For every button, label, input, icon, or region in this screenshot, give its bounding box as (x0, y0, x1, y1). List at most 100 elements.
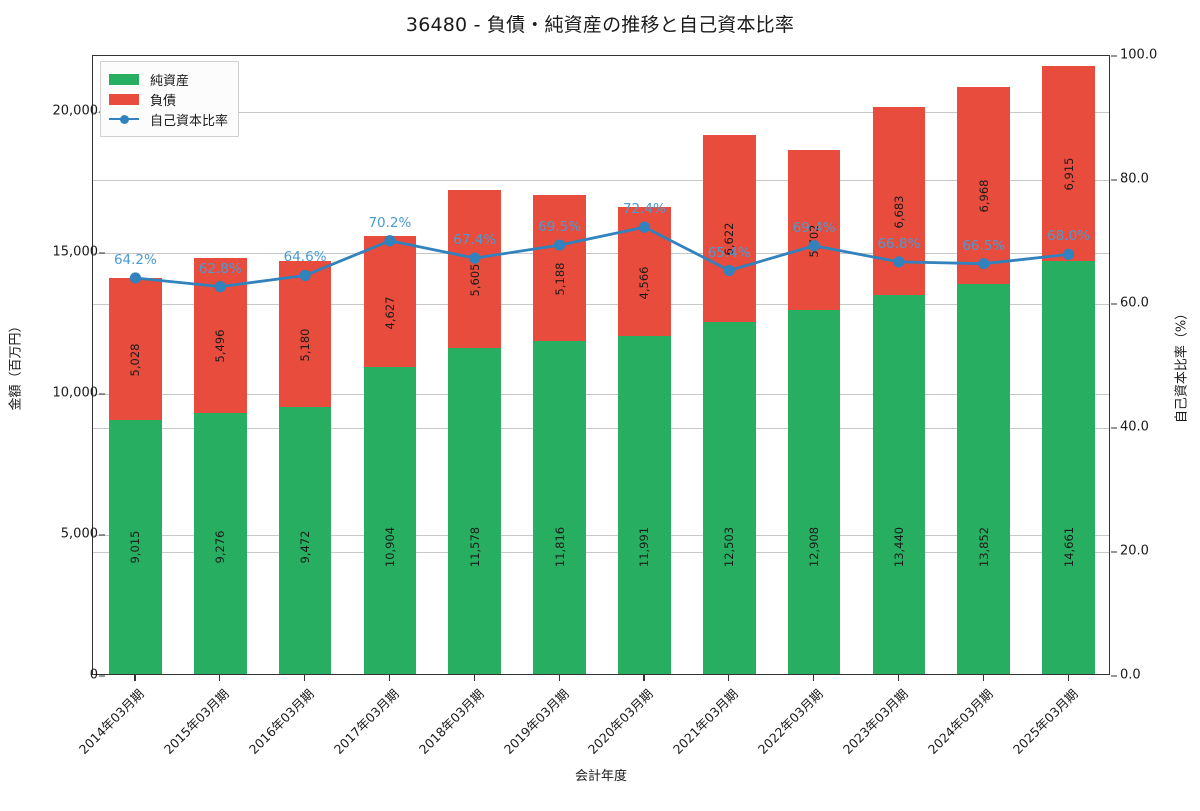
equity-ratio-marker[interactable] (553, 239, 566, 251)
plot-area: 9,015 5,028 9,276 5,496 9,472 5,180 10,904 4,62… (92, 55, 1110, 675)
equity-ratio-line (129, 221, 1075, 293)
bar-segment-equity[interactable] (533, 341, 586, 674)
bar-segment-equity[interactable] (618, 336, 671, 674)
gridline (93, 394, 1109, 396)
gridline-secondary (93, 428, 1109, 429)
bar-group[interactable]: 10,904 4,627 (363, 54, 417, 674)
gridline (93, 253, 1109, 255)
equity-ratio-marker[interactable] (469, 252, 481, 264)
bar-segment-debt[interactable] (278, 261, 332, 408)
chart-title: 36480 - 負債・純資産の推移と自己資本比率 (405, 14, 795, 36)
y-axis-tick-left: 20,000 (53, 104, 105, 119)
equity-ratio-marker[interactable] (723, 264, 735, 277)
legend-label: 負債 (150, 93, 177, 109)
bar-segment-equity[interactable] (1042, 260, 1095, 674)
bars-layer: 9,015 5,028 9,276 5,496 9,472 5,180 10,904 4,62… (93, 56, 1109, 674)
bar-group[interactable]: 12,9085,702 (787, 54, 841, 674)
equity-ratio-marker[interactable] (384, 235, 396, 247)
bar-segment-debt[interactable] (533, 194, 586, 342)
gridline-secondary (93, 552, 1109, 553)
bar-segment-equity[interactable] (363, 366, 417, 674)
y-axis-tick-right: 40.0 (1111, 420, 1149, 435)
tick-mark (99, 393, 105, 395)
equity-ratio-marker[interactable] (129, 272, 142, 284)
bar-segment-debt[interactable] (702, 135, 756, 322)
equity-ratio-value-label: 69.5% (538, 219, 582, 236)
bar-segment-equity[interactable] (787, 310, 841, 674)
tick-mark (1111, 551, 1117, 553)
bar-segment-debt[interactable] (109, 278, 162, 420)
bar-segment-equity[interactable] (702, 321, 756, 674)
bar-group[interactable]: 13,852 6,968 (957, 54, 1011, 674)
y-axis-tick-right: 80.0 (1111, 172, 1149, 187)
bar-segment-debt[interactable] (448, 189, 502, 348)
equity-ratio-value-label: 69.4% (792, 219, 836, 236)
x-axis-tick-mark (134, 675, 136, 681)
y-axis-tick-right: 0.0 (1111, 668, 1141, 683)
bar-group[interactable]: 12,503 6,622 (702, 54, 756, 674)
bar-segment-equity[interactable] (448, 347, 502, 674)
equity-ratio-value-label: 66.5% (962, 237, 1006, 254)
tick-mark (1111, 303, 1117, 305)
y-axis-tick-left: 15,000 (53, 245, 105, 260)
equity-ratio-marker[interactable] (638, 221, 651, 233)
equity-ratio-value-label: 65.4% (707, 244, 751, 261)
x-axis-label: 会計年度 (574, 769, 628, 784)
bar-segment-equity[interactable] (109, 419, 162, 674)
percent-labels-layer: 64.2% 62.8% 64.6% 70.2% 67.4% 69.5% 72.4% 65.4%… (93, 56, 1109, 674)
bar-segment-debt[interactable] (957, 87, 1011, 284)
equity-ratio-value-label: 68.0% (1047, 228, 1091, 245)
legend-label: 自己資本比率 (150, 113, 229, 129)
equity-ratio-value-label: 67.4% (453, 232, 497, 249)
x-axis-tick-mark (304, 675, 306, 681)
tick-mark (1111, 427, 1117, 429)
tick-mark (99, 675, 105, 677)
bar-segment-equity[interactable] (957, 283, 1011, 674)
tick-mark (99, 534, 105, 536)
bar-segment-debt[interactable] (1042, 65, 1095, 261)
y-axis-tick-left: 5,000 (61, 527, 105, 542)
y-axis-tick-right: 20.0 (1111, 544, 1149, 559)
y-axis-label-right: 自己資本比率（%） (1174, 306, 1190, 424)
bar-segment-equity[interactable] (193, 412, 247, 674)
equity-ratio-value-label: 62.8% (198, 260, 242, 277)
equity-ratio-marker[interactable] (1062, 248, 1075, 260)
equity-ratio-value-label: 64.2% (113, 251, 157, 268)
tick-mark (1111, 675, 1117, 677)
x-axis-tick-mark (728, 675, 730, 681)
gridline (93, 112, 1109, 114)
bar-group[interactable]: 11,578 5,605 (448, 54, 502, 674)
gridline (93, 535, 1109, 537)
bar-group[interactable]: 9,015 5,028 (109, 54, 162, 674)
bar-group[interactable]: 9,472 5,180 (278, 54, 332, 674)
gridline-secondary (93, 180, 1109, 181)
bar-segment-debt[interactable] (363, 236, 417, 367)
tick-mark (1111, 179, 1117, 181)
legend-color-swatch (109, 93, 139, 105)
x-axis-tick-mark (1067, 675, 1069, 681)
chart-legend: 純資産負債自己資本比率 (100, 61, 240, 137)
x-axis-tick-mark (897, 675, 899, 681)
equity-ratio-marker[interactable] (893, 256, 905, 268)
legend-item[interactable]: 負債 (109, 89, 228, 109)
legend-item[interactable]: 自己資本比率 (109, 109, 228, 129)
x-axis-tick-mark (388, 675, 390, 681)
bar-group[interactable]: 11,816 5,188 (533, 54, 586, 674)
bar-segment-debt[interactable] (787, 149, 841, 311)
equity-ratio-marker[interactable] (299, 269, 311, 282)
equity-ratio-value-label: 72.4% (622, 201, 666, 218)
x-axis-tick-mark (982, 675, 984, 681)
tick-mark (1111, 55, 1117, 57)
equity-ratio-marker[interactable] (214, 281, 226, 293)
legend-item[interactable]: 純資産 (109, 69, 228, 89)
bar-segment-equity[interactable] (872, 295, 926, 674)
y-axis-tick-left: 10,000 (53, 386, 105, 401)
equity-ratio-marker[interactable] (808, 240, 820, 252)
x-axis-tick-mark (813, 675, 815, 681)
equity-ratio-marker[interactable] (978, 258, 990, 270)
equity-ratio-path (134, 225, 1070, 289)
bar-segment-equity[interactable] (278, 407, 332, 674)
bar-group[interactable]: 14,661 6,915 (1042, 54, 1095, 674)
x-axis-tick-mark (558, 675, 560, 681)
